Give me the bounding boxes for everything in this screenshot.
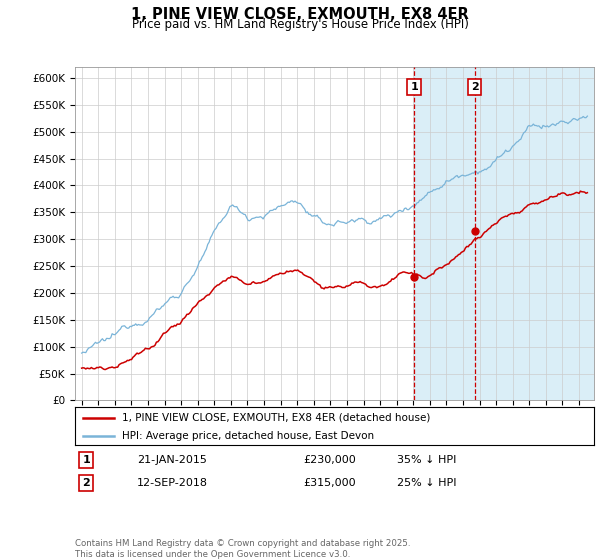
- Text: 1, PINE VIEW CLOSE, EXMOUTH, EX8 4ER (detached house): 1, PINE VIEW CLOSE, EXMOUTH, EX8 4ER (de…: [122, 413, 430, 423]
- Text: 1: 1: [410, 82, 418, 92]
- Text: HPI: Average price, detached house, East Devon: HPI: Average price, detached house, East…: [122, 431, 374, 441]
- Text: 35% ↓ HPI: 35% ↓ HPI: [397, 455, 456, 465]
- Text: 25% ↓ HPI: 25% ↓ HPI: [397, 478, 456, 488]
- Text: £230,000: £230,000: [304, 455, 356, 465]
- Text: 21-JAN-2015: 21-JAN-2015: [137, 455, 207, 465]
- Text: Contains HM Land Registry data © Crown copyright and database right 2025.
This d: Contains HM Land Registry data © Crown c…: [75, 539, 410, 559]
- Bar: [414, 67, 596, 400]
- Text: 12-SEP-2018: 12-SEP-2018: [137, 478, 208, 488]
- Text: Price paid vs. HM Land Registry's House Price Index (HPI): Price paid vs. HM Land Registry's House …: [131, 18, 469, 31]
- Text: 1, PINE VIEW CLOSE, EXMOUTH, EX8 4ER: 1, PINE VIEW CLOSE, EXMOUTH, EX8 4ER: [131, 7, 469, 22]
- Text: 2: 2: [471, 82, 479, 92]
- Text: 2: 2: [83, 478, 90, 488]
- Text: £315,000: £315,000: [304, 478, 356, 488]
- Text: 1: 1: [83, 455, 90, 465]
